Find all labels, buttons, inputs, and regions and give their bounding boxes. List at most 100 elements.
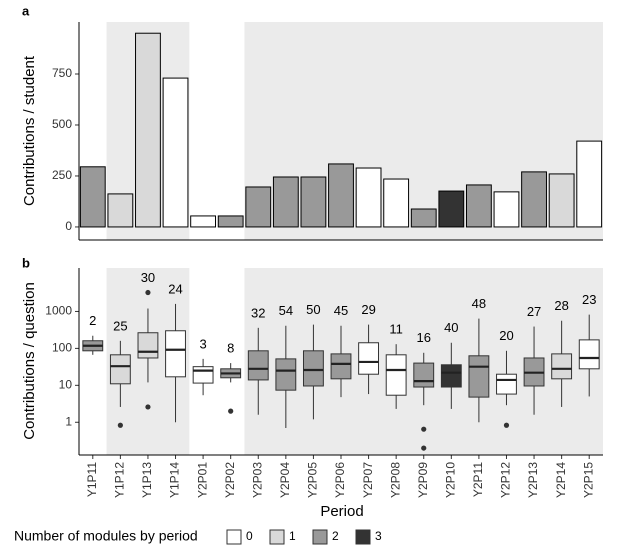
bar <box>272 176 299 228</box>
x-tick-label: Y2P01 <box>195 462 209 498</box>
box <box>137 332 159 359</box>
count-label: 3 <box>199 336 206 351</box>
legend-title: Number of modules by period <box>14 528 198 544</box>
box <box>247 350 269 381</box>
box <box>440 364 462 388</box>
x-tick-label: Y2P04 <box>278 462 292 498</box>
x-tick-label: Y2P07 <box>361 462 375 498</box>
x-axis-title: Period <box>320 503 363 520</box>
x-tick-label: Y2P08 <box>388 462 402 498</box>
box <box>109 354 131 385</box>
y-axis-title: Contributions / question <box>21 282 38 440</box>
bar <box>465 184 492 228</box>
bar <box>521 171 547 228</box>
box <box>385 354 407 396</box>
count-label: 32 <box>251 305 265 320</box>
bar <box>300 176 327 228</box>
y-tick-label: 1000 <box>45 304 72 318</box>
box <box>192 366 214 384</box>
count-label: 30 <box>141 270 155 285</box>
count-label: 54 <box>279 303 293 318</box>
box <box>468 355 490 398</box>
y-tick-label: 10 <box>59 377 73 391</box>
box <box>358 342 380 375</box>
bar <box>190 215 217 228</box>
bar <box>383 178 410 228</box>
bar <box>79 166 106 228</box>
outlier <box>421 445 427 451</box>
bar <box>245 186 272 228</box>
y-tick-label: 250 <box>52 168 72 182</box>
x-tick-label: Y1P12 <box>113 462 127 498</box>
legend-label: 0 <box>246 529 253 543</box>
x-tick-label: Y2P13 <box>526 462 540 498</box>
x-tick-label: Y2P05 <box>306 462 320 498</box>
count-label: 50 <box>306 302 320 317</box>
x-tick-label: Y1P14 <box>168 462 182 498</box>
legend-swatch <box>355 529 371 545</box>
count-label: 25 <box>113 318 127 333</box>
count-label: 40 <box>444 320 458 335</box>
count-label: 45 <box>334 303 348 318</box>
y-tick-label: 100 <box>52 341 72 355</box>
count-label: 23 <box>582 292 596 307</box>
box <box>275 358 297 391</box>
bar <box>355 167 382 228</box>
box <box>578 339 600 370</box>
x-tick-label: Y2P03 <box>250 462 264 498</box>
outlier <box>228 408 234 414</box>
x-tick-label: Y2P02 <box>223 462 237 498</box>
outlier <box>421 426 427 432</box>
x-tick-label: Y2P15 <box>581 462 595 498</box>
count-label: 48 <box>472 296 486 311</box>
box <box>165 330 186 378</box>
outlier <box>503 422 510 428</box>
count-label: 29 <box>361 302 375 317</box>
legend-label: 1 <box>289 529 296 543</box>
y-tick-label: 750 <box>52 66 72 80</box>
panel-label: b <box>22 255 30 270</box>
count-label: 8 <box>227 341 234 356</box>
box <box>413 362 435 388</box>
outlier <box>145 289 151 296</box>
bar <box>576 140 603 228</box>
y-tick-label: 500 <box>52 117 72 131</box>
count-label: 27 <box>527 304 541 319</box>
y-axis-title: Contributions / student <box>21 55 38 206</box>
count-label: 16 <box>417 330 431 345</box>
box <box>496 373 517 395</box>
x-tick-label: Y2P12 <box>499 462 513 498</box>
legend-label: 3 <box>375 529 382 543</box>
legend-swatch <box>226 529 242 545</box>
bar <box>493 191 520 228</box>
y-tick-label: 0 <box>65 219 72 233</box>
bar <box>217 215 244 228</box>
box <box>551 353 573 380</box>
outlier <box>145 404 151 410</box>
bar <box>135 32 161 228</box>
box <box>302 350 324 387</box>
x-tick-label: Y2P10 <box>443 462 457 498</box>
bar <box>162 77 189 228</box>
legend-swatch <box>312 529 328 545</box>
count-label: 11 <box>389 322 403 337</box>
x-tick-label: Y2P14 <box>554 462 568 498</box>
outlier <box>117 422 123 428</box>
count-label: 28 <box>554 298 568 313</box>
y-tick-label: 1 <box>65 414 72 428</box>
legend-label: 2 <box>332 529 339 543</box>
bar <box>410 208 437 228</box>
count-label: 20 <box>499 328 513 343</box>
bar <box>328 163 354 228</box>
x-tick-label: Y2P06 <box>333 462 347 498</box>
x-tick-label: Y1P11 <box>85 462 99 497</box>
box <box>330 353 352 380</box>
x-tick-label: Y1P13 <box>140 462 154 498</box>
count-label: 2 <box>89 313 96 328</box>
bar <box>107 193 134 228</box>
panel-label: a <box>22 3 30 18</box>
count-label: 24 <box>168 281 182 296</box>
bar <box>548 173 575 228</box>
bar <box>438 190 465 228</box>
